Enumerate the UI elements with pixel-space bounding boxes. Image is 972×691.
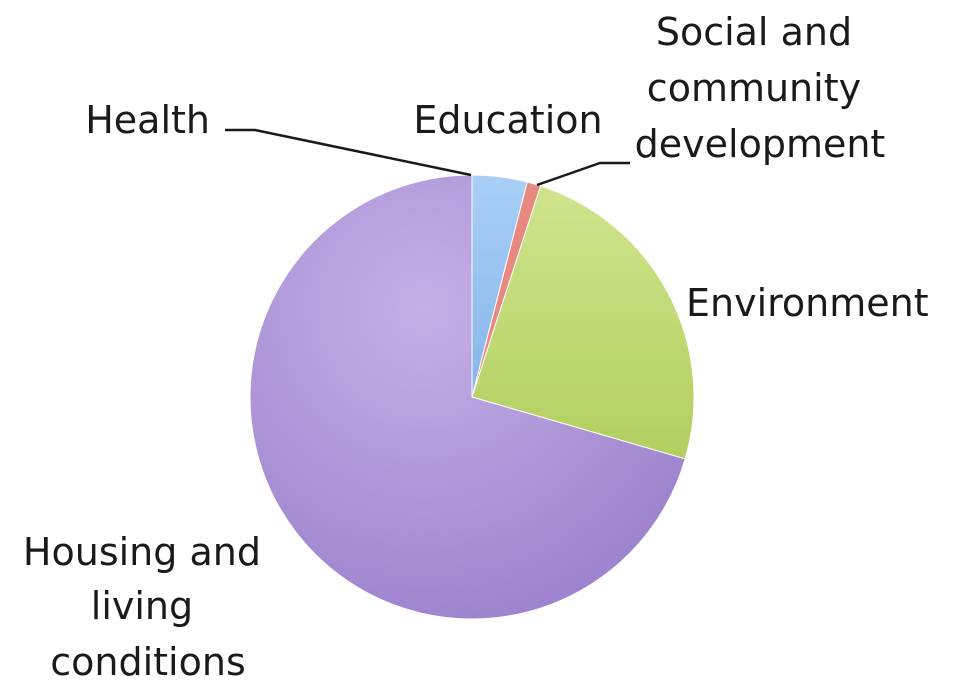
slice-labels: Health Education Social and community de… (23, 10, 929, 684)
slice-label-health: Health (85, 98, 210, 142)
leader-line-health (225, 128, 472, 177)
slice-label-housing-living-conditions: Housing and living conditions (23, 530, 273, 684)
pie-slice-housing-and-living-conditions (249, 174, 686, 620)
leader-line-social (536, 161, 630, 187)
pie-slice-environment (471, 185, 695, 460)
leader-lines (225, 128, 630, 187)
slice-label-education: Education (413, 98, 602, 142)
slice-label-environment: Environment (686, 281, 929, 325)
slice-label-social-community-development: Social and community development (635, 10, 886, 166)
pie-slices (249, 174, 695, 620)
